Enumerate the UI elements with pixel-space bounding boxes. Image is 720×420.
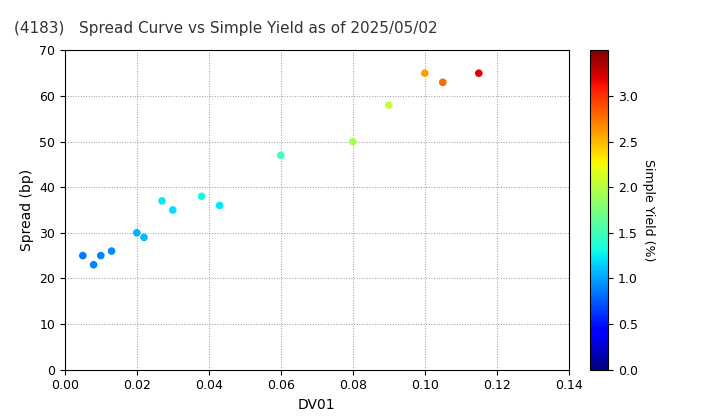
Text: (4183)   Spread Curve vs Simple Yield as of 2025/05/02: (4183) Spread Curve vs Simple Yield as o…: [14, 21, 438, 36]
Point: [196, 193, 207, 199]
X-axis label: DV01: DV01: [298, 398, 336, 412]
Point: [106, 248, 117, 255]
Point: [419, 70, 431, 76]
Point: [275, 152, 287, 159]
Point: [167, 207, 179, 213]
Point: [138, 234, 150, 241]
Point: [131, 229, 143, 236]
Point: [88, 261, 99, 268]
Point: [347, 138, 359, 145]
Point: [156, 197, 168, 204]
Point: [77, 252, 89, 259]
Point: [437, 79, 449, 86]
Y-axis label: Simple Yield (%): Simple Yield (%): [642, 159, 654, 261]
Point: [383, 102, 395, 108]
Y-axis label: Spread (bp): Spread (bp): [19, 169, 34, 251]
Point: [473, 70, 485, 76]
Point: [95, 252, 107, 259]
Point: [214, 202, 225, 209]
